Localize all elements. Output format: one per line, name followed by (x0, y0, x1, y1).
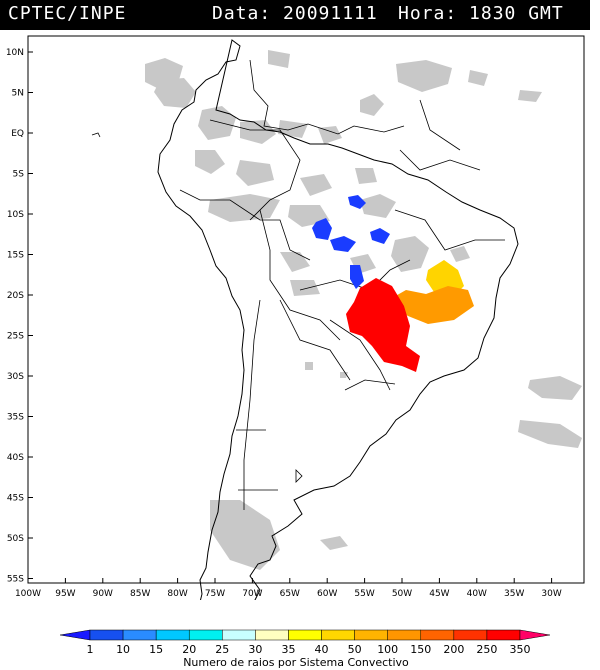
colorbar-cell (354, 629, 388, 641)
lat-label: 55S (7, 575, 24, 585)
lat-label: 10S (7, 210, 24, 220)
colorbar-arrow-left (59, 629, 91, 641)
lon-label: 70W (242, 589, 262, 599)
lat-label: 40S (7, 453, 24, 463)
colorbar-label: 50 (348, 643, 362, 656)
colorbar-cell (453, 629, 488, 641)
red-cluster[interactable] (346, 278, 420, 372)
blue-cluster-center[interactable] (330, 236, 356, 252)
colorbar-legend: 1 10 15 20 25 30 35 40 50 100 150 200 250 350 Numero … (59, 629, 551, 669)
colorbar-label: 350 (509, 643, 530, 656)
continent-outline (157, 39, 519, 600)
date-value: 20091111 (283, 3, 378, 24)
colorbar-cell (387, 629, 422, 641)
lon-label: 95W (55, 589, 75, 599)
colorbar-label: 20 (182, 643, 196, 656)
lon-label: 60W (317, 589, 337, 599)
time-value: 1830 GMT (469, 3, 564, 24)
lon-label: 50W (392, 589, 412, 599)
colorbar-label: 40 (315, 643, 329, 656)
cloud-cover (145, 50, 582, 570)
colorbar-cell (288, 629, 322, 641)
lat-label: 35S (7, 413, 24, 423)
lon-label: 80W (167, 589, 187, 599)
date-text: Data: 20091111 (212, 3, 378, 24)
colorbar-label: 35 (281, 643, 295, 656)
lon-label: 90W (93, 589, 113, 599)
lon-label: 65W (280, 589, 300, 599)
colorbar-label: 15 (149, 643, 163, 656)
latitude-axis: 10N 5N EQ 5S 10S 15S 20S 25S 30S 35S 40S 45S 50S 55S (6, 48, 33, 585)
colorbar-cell (222, 629, 256, 641)
colorbar-cell (321, 629, 355, 641)
lat-label: 25S (7, 332, 24, 342)
colorbar-title: Numero de raios por Sistema Convectivo (183, 656, 409, 669)
colorbar-cell (188, 629, 223, 641)
lat-label: 45S (7, 494, 24, 504)
colorbar-cell (420, 629, 455, 641)
colorbar-cell (155, 629, 190, 641)
lat-label: EQ (11, 129, 24, 139)
lat-label: 20S (7, 291, 24, 301)
colorbar-cell (255, 629, 289, 641)
lon-label: 55W (354, 589, 374, 599)
colorbar-label: 10 (116, 643, 130, 656)
colorbar-arrow-right (519, 629, 551, 641)
map-frame (27, 35, 585, 584)
time-label: Hora: (398, 3, 458, 24)
blue-cluster-north[interactable] (348, 195, 366, 209)
lat-label: 10N (6, 48, 24, 58)
colorbar-cell (89, 629, 124, 641)
colorbar-label: 25 (215, 643, 229, 656)
lat-label: 5S (13, 170, 25, 180)
lon-label: 75W (205, 589, 225, 599)
longitude-axis: 100W 95W 90W 85W 80W 75W 70W 65W 60W 55W 50W 45W 40W… (15, 578, 562, 599)
lat-label: 15S (7, 251, 24, 261)
lightning-clusters[interactable] (312, 195, 474, 372)
lon-label: 35W (504, 589, 524, 599)
date-label: Data: (212, 3, 272, 24)
colorbar-label: 30 (248, 643, 262, 656)
colorbar-label: 250 (476, 643, 497, 656)
colorbar-label: 150 (410, 643, 431, 656)
lon-label: 30W (541, 589, 561, 599)
title-bar: CPTEC/INPE Data: 20091111 Hora: 1830 GMT (0, 0, 590, 30)
colorbar-label: 200 (443, 643, 464, 656)
blue-cluster-east[interactable] (370, 228, 390, 244)
lon-label: 45W (429, 589, 449, 599)
lon-label: 40W (467, 589, 487, 599)
lon-label: 100W (15, 589, 41, 599)
lat-label: 5N (12, 89, 24, 99)
lat-label: 30S (7, 372, 24, 382)
lat-label: 50S (7, 534, 24, 544)
colorbar-cell (122, 629, 157, 641)
colorbar-cell (486, 629, 521, 641)
colorbar-label: 100 (377, 643, 398, 656)
blue-cluster-south[interactable] (350, 265, 364, 289)
source-label: CPTEC/INPE (8, 3, 127, 24)
lon-label: 85W (130, 589, 150, 599)
country-borders (91, 59, 505, 510)
blue-cluster-west[interactable] (312, 218, 332, 240)
map-panel[interactable]: 10N5NEQ5S10S15S20S25S30S35S40S45S50S55S … (0, 30, 600, 600)
colorbar-label: 1 (87, 643, 94, 656)
orange-cluster[interactable] (392, 286, 474, 324)
time-text: Hora: 1830 GMT (398, 3, 564, 24)
